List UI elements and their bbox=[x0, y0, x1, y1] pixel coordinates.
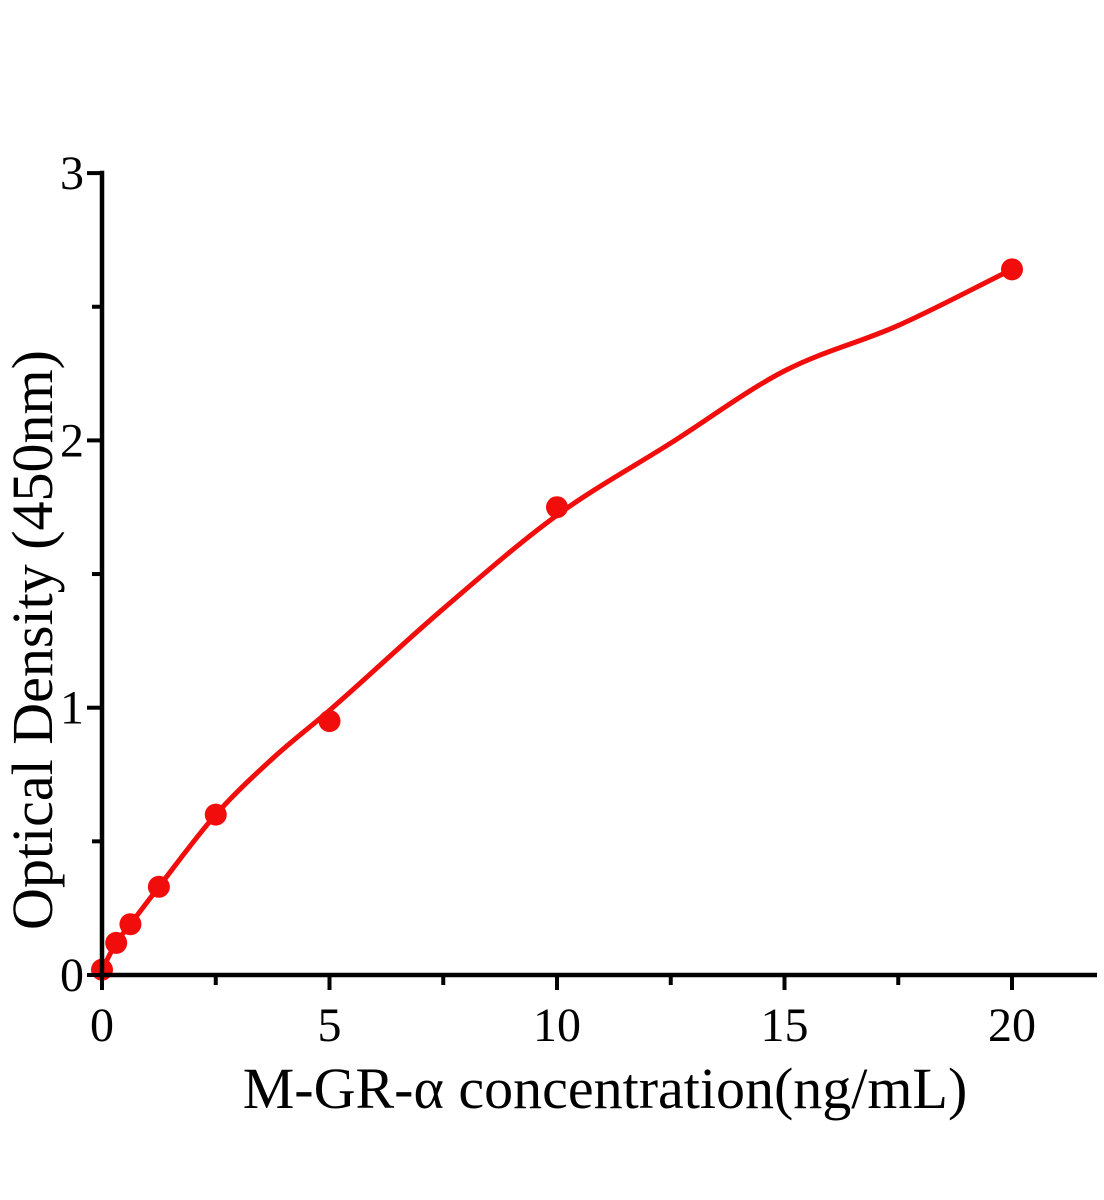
y-tick-label: 1 bbox=[60, 682, 84, 735]
data-point bbox=[546, 496, 568, 519]
data-point bbox=[105, 931, 128, 954]
x-tick-label: 15 bbox=[761, 999, 809, 1052]
x-tick-label: 5 bbox=[318, 999, 342, 1052]
data-point bbox=[1001, 258, 1023, 281]
tick-label-layer: 0 5 10 15 20 0 1 2 3 bbox=[60, 147, 1036, 1052]
x-tick-label: 20 bbox=[988, 999, 1036, 1052]
fit-curve bbox=[99, 266, 1015, 973]
x-tick-label: 10 bbox=[533, 999, 581, 1052]
x-axis-title: M-GR-α concentration(ng/mL) bbox=[243, 1056, 968, 1121]
data-point bbox=[147, 875, 170, 898]
y-axis-title: Optical Density (450nm) bbox=[0, 350, 65, 930]
data-point bbox=[204, 803, 227, 826]
axes-layer bbox=[87, 170, 1097, 990]
data-point bbox=[318, 710, 341, 733]
x-tick-label: 0 bbox=[90, 999, 114, 1052]
point-layer bbox=[91, 258, 1023, 981]
data-point bbox=[119, 913, 142, 936]
curve-layer bbox=[99, 266, 1015, 973]
y-tick-label: 0 bbox=[60, 949, 84, 1002]
y-tick-label: 2 bbox=[60, 414, 84, 467]
y-tick-label: 3 bbox=[60, 147, 84, 200]
